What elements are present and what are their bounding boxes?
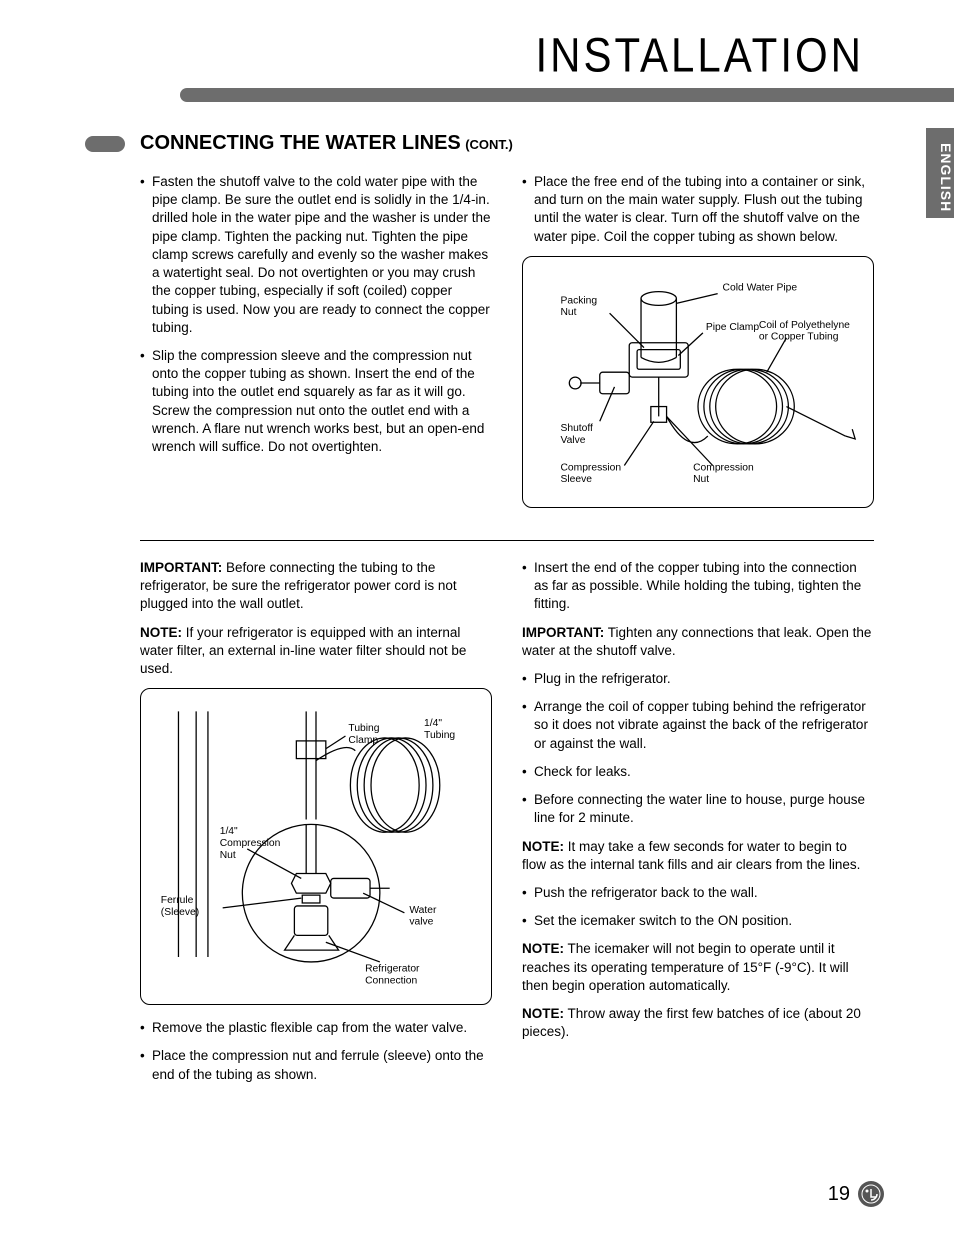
important-note: IMPORTANT: Before connecting the tubing … (140, 559, 492, 614)
label-shutoff-valve: ShutoffValve (560, 423, 593, 446)
label-pipe-clamp: Pipe Clamp (706, 322, 759, 333)
bullet-item: •Slip the compression sleeve and the com… (140, 347, 492, 456)
label-compression-sleeve: CompressionSleeve (560, 462, 621, 485)
label-tubing-clamp: TubingClamp (348, 723, 379, 746)
bullet-item: •Check for leaks. (522, 763, 874, 781)
header-bar (180, 88, 894, 102)
bullet-item: •Fasten the shutoff valve to the cold wa… (140, 173, 492, 337)
diagram-refrigerator-connection: TubingClamp 1/4"Tubing 1/4"CompressionNu… (140, 688, 492, 1005)
bullet-text: Plug in the refrigerator. (534, 670, 874, 688)
bottom-columns: IMPORTANT: Before connecting the tubing … (140, 559, 874, 1094)
top-left-col: •Fasten the shutoff valve to the cold wa… (140, 173, 492, 522)
bullet-text: Place the free end of the tubing into a … (534, 173, 874, 246)
page-number: 19 (828, 1183, 850, 1206)
bullet-item: •Place the compression nut and ferrule (… (140, 1047, 492, 1083)
bullet-item: •Set the icemaker switch to the ON posit… (522, 912, 874, 930)
bullet-item: •Before connecting the water line to hou… (522, 791, 874, 827)
bullet-item: •Plug in the refrigerator. (522, 670, 874, 688)
bullet-item: •Push the refrigerator back to the wall. (522, 884, 874, 902)
label-packing-nut: PackingNut (560, 295, 597, 318)
page-footer: 19 (828, 1181, 884, 1207)
lg-logo-icon (858, 1181, 884, 1207)
bullet-item: •Arrange the coil of copper tubing behin… (522, 698, 874, 753)
bullet-text: Arrange the coil of copper tubing behind… (534, 698, 874, 753)
bullet-text: Push the refrigerator back to the wall. (534, 884, 874, 902)
bottom-right-col: •Insert the end of the copper tubing int… (522, 559, 874, 1094)
important-note: IMPORTANT: Tighten any connections that … (522, 624, 874, 660)
label-coil: Coil of Polyethelyneor Copper Tubing (759, 320, 850, 343)
bullet-item: •Remove the plastic flexible cap from th… (140, 1019, 492, 1037)
section-title: CONNECTING THE WATER LINES (140, 132, 461, 154)
header-pill-icon (85, 136, 125, 152)
bullet-item: •Insert the end of the copper tubing int… (522, 559, 874, 614)
bullet-text: Slip the compression sleeve and the comp… (152, 347, 492, 456)
bullet-text: Remove the plastic flexible cap from the… (152, 1019, 492, 1037)
note: NOTE: If your refrigerator is equipped w… (140, 624, 492, 679)
note: NOTE: Throw away the first few batches o… (522, 1005, 874, 1041)
content-area: CONNECTING THE WATER LINES (CONT.) •Fast… (0, 102, 954, 1094)
bullet-item: •Place the free end of the tubing into a… (522, 173, 874, 246)
note: NOTE: It may take a few seconds for wate… (522, 838, 874, 874)
bullet-text: Check for leaks. (534, 763, 874, 781)
note: NOTE: The icemaker will not begin to ope… (522, 940, 874, 995)
label-cold-water-pipe: Cold Water Pipe (723, 283, 798, 294)
label-ferrule: Ferrule(Sleeve) (161, 895, 199, 918)
section-header: CONNECTING THE WATER LINES (CONT.) (85, 132, 874, 155)
top-right-col: •Place the free end of the tubing into a… (522, 173, 874, 522)
bullet-text: Insert the end of the copper tubing into… (534, 559, 874, 614)
section-title-suffix: (CONT.) (465, 137, 513, 152)
section-divider (140, 540, 874, 541)
bullet-text: Set the icemaker switch to the ON positi… (534, 912, 874, 930)
bullet-text: Place the compression nut and ferrule (s… (152, 1047, 492, 1083)
bullet-text: Before connecting the water line to hous… (534, 791, 874, 827)
label-water-valve: Watervalve (409, 905, 437, 928)
label-quarter-tubing: 1/4"Tubing (424, 718, 455, 741)
page-title: INSTALLATION (0, 0, 954, 95)
label-compression-nut: CompressionNut (693, 462, 754, 485)
label-refrigerator-connection: RefrigeratorConnection (365, 964, 420, 987)
bullet-text: Fasten the shutoff valve to the cold wat… (152, 173, 492, 337)
language-tab: ENGLISH (926, 128, 954, 218)
diagram-water-pipe: Cold Water Pipe PackingNut Pipe Clamp Co… (522, 256, 874, 508)
top-columns: •Fasten the shutoff valve to the cold wa… (140, 173, 874, 522)
bottom-left-col: IMPORTANT: Before connecting the tubing … (140, 559, 492, 1094)
label-compression-nut: 1/4"CompressionNut (220, 826, 281, 861)
